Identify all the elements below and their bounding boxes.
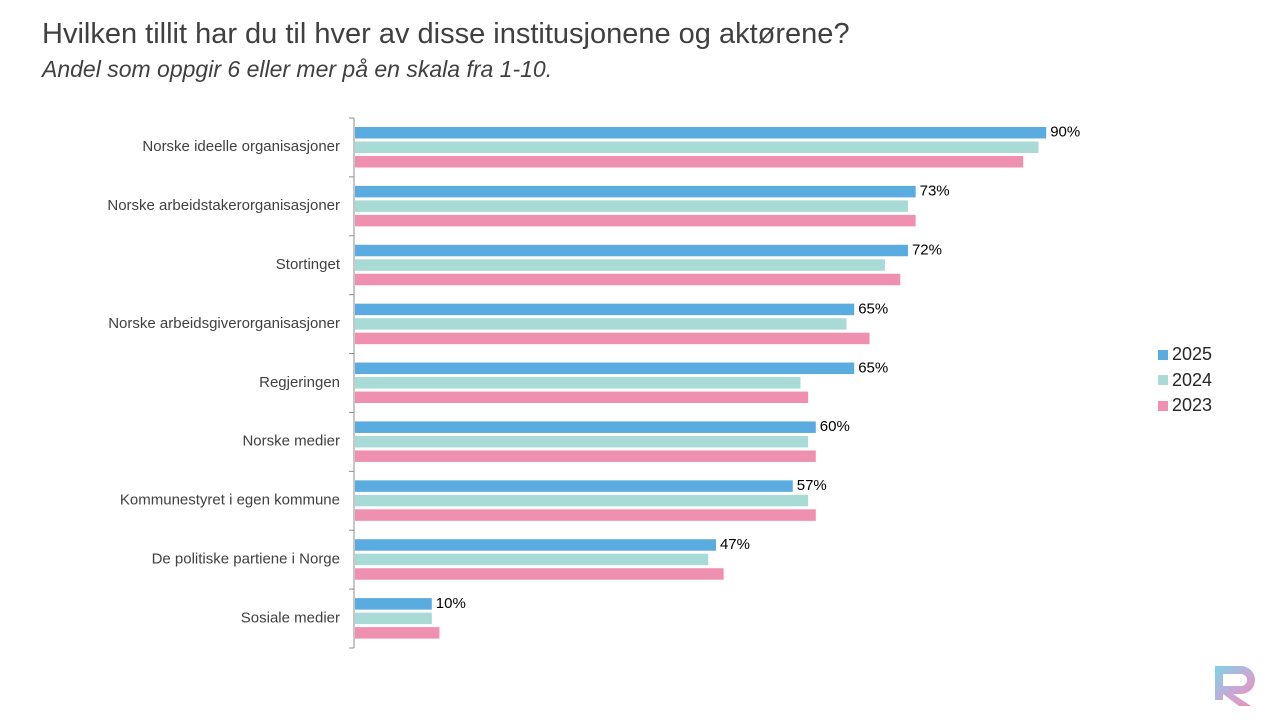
bar-2025 [355,303,855,316]
bar-2023 [355,568,724,580]
bar-2023 [355,509,816,521]
bar-2025 [355,539,716,551]
data-label-2025: 47% [720,536,750,553]
data-label-2025: 10% [436,595,466,612]
bar-2023 [355,450,816,462]
category-label: Kommunestyret i egen kommune [120,492,340,509]
bar-2024 [355,259,885,271]
legend-item-2023: 2023 [1158,393,1268,419]
bar-2024 [355,141,1039,153]
bar-2023 [355,273,901,286]
data-label-2025: 65% [858,300,888,317]
category-label: Regjeringen [259,374,340,391]
category-label: Norske arbeidstakerorganisasjoner [107,197,340,214]
bar-2024 [355,377,801,389]
bar-2024 [355,612,432,625]
bar-2023 [355,332,870,345]
data-label-2025: 73% [920,183,950,200]
bar-2024 [355,318,847,330]
legend-label-2025: 2025 [1172,344,1213,365]
category-label: Norske ideelle organisasjoner [142,138,340,155]
bar-2025 [355,421,816,433]
legend-label-2024: 2024 [1172,369,1213,390]
category-label: De politiske partiene i Norge [152,550,340,567]
chart-subtitle: Andel som oppgir 6 eller mer på en skala… [42,56,553,82]
bar-2023 [355,627,440,639]
bar-2025 [355,185,916,198]
category-label: Sosiale medier [241,609,340,626]
category-label: Norske arbeidsgiverorganisasjoner [108,315,340,332]
bar-2024 [355,494,809,507]
legend-item-2024: 2024 [1158,368,1268,394]
legend-swatch-2025 [1158,349,1168,360]
brand-logo-icon [1215,666,1255,706]
legend-swatch-2024 [1158,375,1168,386]
data-label-2025: 57% [797,477,827,494]
bar-2025 [355,244,908,257]
data-label-2025: 90% [1050,124,1080,141]
bar-2023 [355,214,916,227]
bar-2024 [355,435,809,448]
bar-2024 [355,553,709,566]
data-label-2025: 72% [912,241,942,258]
data-label-2025: 60% [820,418,850,435]
bar-2025 [355,362,855,375]
category-label: Norske medier [242,433,340,450]
bar-2023 [355,391,809,404]
legend-label-2023: 2023 [1172,395,1213,416]
bar-2025 [355,480,793,492]
chart-title: Hvilken tillit har du til hver av disse … [42,18,850,50]
bar-2024 [355,200,908,212]
bar-2025 [355,598,432,610]
legend-item-2025: 2025 [1158,342,1268,368]
legend: 2025 2024 2023 [1158,342,1268,419]
bar-2023 [355,156,1024,168]
bar-2025 [355,127,1047,139]
category-label: Stortinget [276,256,341,273]
data-label-2025: 65% [858,359,888,376]
legend-swatch-2023 [1158,400,1168,411]
